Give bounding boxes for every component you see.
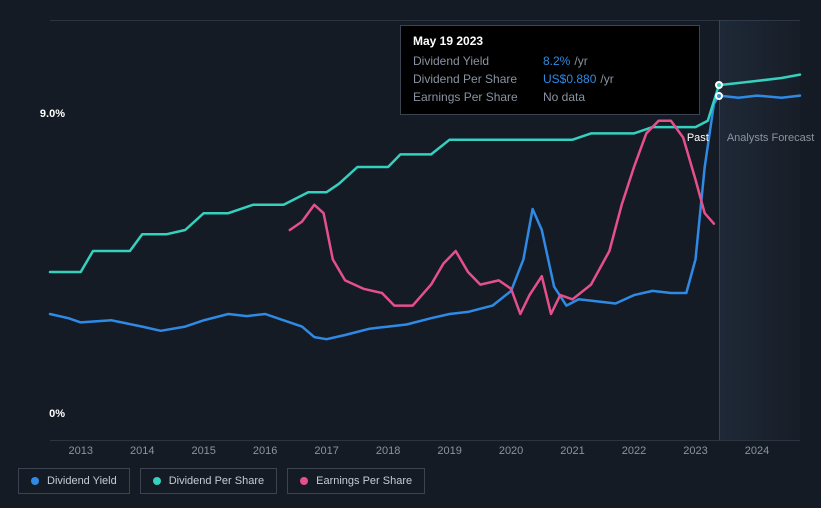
dividend-chart: 9.0% 0% Past Analysts Forecast 201320142…: [0, 0, 821, 508]
legend-dot: [300, 477, 308, 485]
tooltip-row-value: US$0.880: [543, 72, 596, 86]
forecast-label: Analysts Forecast: [727, 132, 814, 144]
legend-dot: [31, 477, 39, 485]
series-marker: [715, 92, 723, 100]
x-tick: 2023: [683, 445, 707, 457]
legend-item[interactable]: Earnings Per Share: [287, 468, 425, 494]
x-tick: 2016: [253, 445, 277, 457]
series-marker: [715, 81, 723, 89]
x-tick: 2024: [745, 445, 769, 457]
legend-dot: [153, 477, 161, 485]
x-tick: 2014: [130, 445, 154, 457]
tooltip-date: May 19 2023: [413, 34, 687, 52]
x-tick: 2013: [68, 445, 92, 457]
x-tick: 2022: [622, 445, 646, 457]
tooltip-row-value: No data: [543, 90, 585, 104]
tooltip-row-label: Dividend Yield: [413, 54, 543, 68]
past-label: Past: [687, 132, 709, 144]
legend-item[interactable]: Dividend Yield: [18, 468, 130, 494]
x-tick: 2019: [437, 445, 461, 457]
tooltip-row-value: 8.2%: [543, 54, 570, 68]
tooltip-row-unit: /yr: [600, 72, 613, 86]
tooltip-row-label: Earnings Per Share: [413, 90, 543, 104]
chart-legend: Dividend Yield Dividend Per Share Earnings…: [18, 468, 425, 494]
legend-label: Dividend Per Share: [169, 475, 264, 487]
x-tick: 2020: [499, 445, 523, 457]
x-tick: 2015: [191, 445, 215, 457]
x-tick: 2021: [560, 445, 584, 457]
gridline-bottom: [50, 440, 800, 441]
tooltip-row: Earnings Per ShareNo data: [413, 88, 687, 106]
tooltip-row-unit: /yr: [574, 54, 587, 68]
chart-tooltip: May 19 2023 Dividend Yield8.2%/yrDividen…: [400, 25, 700, 115]
legend-item[interactable]: Dividend Per Share: [140, 468, 277, 494]
legend-label: Dividend Yield: [47, 475, 117, 487]
tooltip-row: Dividend Per ShareUS$0.880/yr: [413, 70, 687, 88]
x-tick: 2018: [376, 445, 400, 457]
x-tick: 2017: [314, 445, 338, 457]
tooltip-row: Dividend Yield8.2% /yr: [413, 52, 687, 70]
legend-label: Earnings Per Share: [316, 475, 412, 487]
tooltip-row-label: Dividend Per Share: [413, 72, 543, 86]
